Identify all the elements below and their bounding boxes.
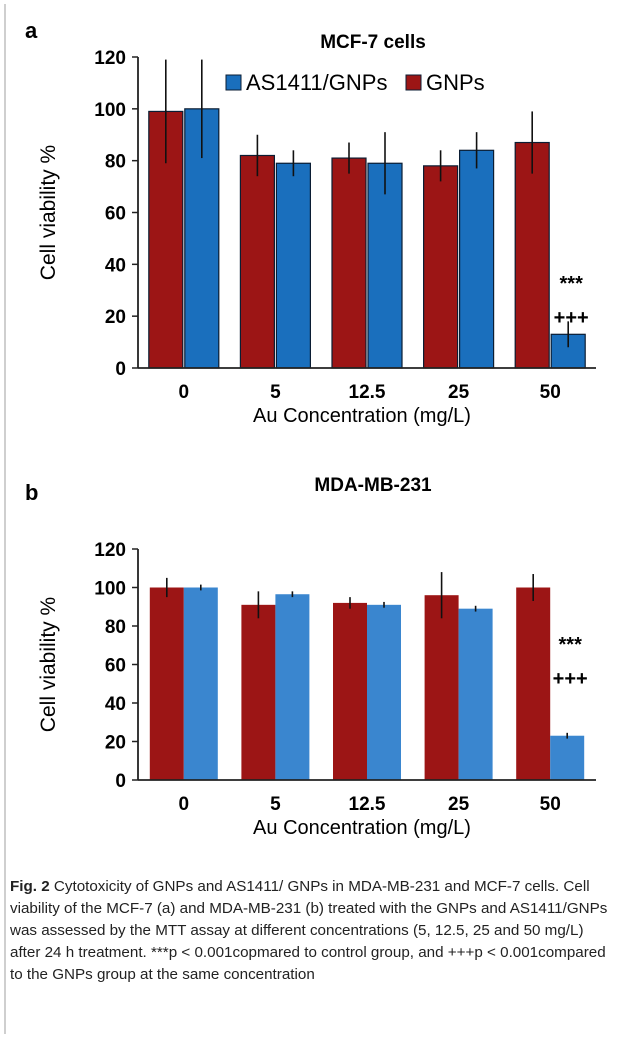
x-tick-label: 25 — [448, 794, 470, 815]
x-tick-label: 0 — [179, 794, 190, 815]
bar-series1-50 — [550, 735, 585, 780]
chart-title: MDA-MB-231 — [314, 475, 432, 496]
x-tick-label: 5 — [270, 382, 281, 403]
bar-series1-25 — [458, 608, 493, 780]
bar-series1-12_5 — [367, 604, 401, 780]
bar-series1-25 — [459, 149, 495, 369]
y-tick-label: 60 — [105, 204, 126, 225]
y-tick-label: 40 — [105, 694, 126, 715]
bar-series0-50 — [514, 141, 550, 369]
x-tick-label: 50 — [540, 382, 561, 403]
y-tick-label: 0 — [115, 771, 126, 792]
figure-frame-line — [4, 4, 6, 1034]
x-tick-label: 25 — [448, 382, 470, 403]
figure-caption: Fig. 2 Cytotoxicity of GNPs and AS1411/ … — [10, 876, 615, 986]
chart-title: MCF-7 cells — [320, 32, 426, 53]
bar-series0-50 — [516, 587, 551, 780]
bar-series1-5 — [275, 162, 311, 369]
panel-letter: b — [25, 480, 38, 505]
y-tick-label: 120 — [94, 540, 126, 561]
x-tick-label: 0 — [179, 382, 190, 403]
x-tick-label: 5 — [270, 794, 281, 815]
panel-letter: a — [25, 18, 38, 43]
bar-series1-0 — [183, 587, 218, 780]
bar-series0-5 — [239, 154, 275, 369]
y-tick-label: 80 — [105, 152, 126, 173]
significance-mark: +++ — [553, 668, 588, 690]
bar-series0-25 — [424, 595, 459, 780]
significance-mark: +++ — [554, 307, 589, 329]
y-tick-label: 80 — [105, 617, 126, 638]
bar-series1-12_5 — [367, 162, 403, 369]
bar-series0-12_5 — [333, 602, 367, 780]
y-tick-label: 100 — [94, 100, 126, 121]
legend-swatch — [225, 74, 242, 91]
y-tick-label: 20 — [105, 307, 126, 328]
significance-mark: *** — [560, 273, 584, 295]
y-tick-label: 20 — [105, 733, 126, 754]
chart-panel-a: a MCF-7 cells 0 20 40 60 80 100 120 0 5 12.5 25 50 Au … — [25, 18, 596, 427]
y-tick-label: 120 — [94, 48, 126, 69]
legend-swatch — [405, 74, 422, 91]
chart-panel-b: b MDA-MB-231 0 20 40 60 80 100 120 0 5 12.5 25 50 Au C… — [25, 475, 596, 839]
bar-series1-5 — [275, 594, 310, 780]
y-tick-label: 40 — [105, 255, 126, 276]
legend-label: GNPs — [426, 70, 485, 95]
legend-label: AS1411/GNPs — [246, 70, 387, 95]
x-axis-label: Au Concentration (mg/L) — [253, 817, 471, 839]
caption-text: Cytotoxicity of GNPs and AS1411/ GNPs in… — [10, 878, 608, 983]
y-axis-label: Cell viability % — [37, 145, 60, 280]
y-axis-label: Cell viability % — [37, 597, 60, 732]
y-tick-label: 100 — [94, 579, 126, 600]
bar-series0-0 — [149, 587, 184, 780]
x-tick-label: 50 — [540, 794, 561, 815]
caption-label: Fig. 2 — [10, 878, 50, 895]
x-axis-label: Au Concentration (mg/L) — [253, 405, 471, 427]
y-tick-label: 0 — [115, 359, 126, 380]
x-tick-label: 12.5 — [349, 382, 386, 403]
x-tick-label: 12.5 — [349, 794, 386, 815]
y-tick-label: 60 — [105, 656, 126, 677]
bar-series0-5 — [241, 604, 276, 780]
significance-mark: *** — [559, 634, 583, 656]
bar-series0-12_5 — [331, 157, 367, 369]
bar-series0-25 — [423, 165, 459, 369]
